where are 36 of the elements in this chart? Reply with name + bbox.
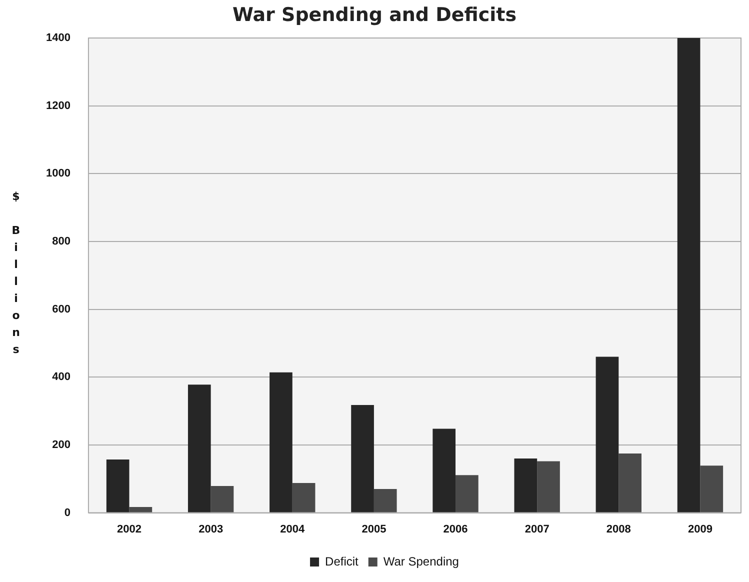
x-tick-label: 2003 (198, 523, 224, 536)
y-tick-label: 1200 (46, 100, 70, 112)
bar (618, 453, 642, 512)
y-tick-label: 800 (52, 236, 70, 248)
x-tick-label: 2006 (443, 523, 468, 536)
bar (188, 384, 211, 512)
x-tick-label: 2008 (606, 523, 631, 536)
chart-title: War Spending and Deficits (231, 4, 518, 26)
bar (374, 489, 397, 512)
y-tick-label: 1000 (46, 168, 70, 180)
y-tick-label: 200 (52, 439, 70, 452)
bar (456, 475, 478, 512)
bar (700, 466, 724, 512)
bar (292, 482, 316, 512)
x-tick-label: 2005 (362, 523, 386, 536)
y-tick-label: 1400 (46, 32, 70, 44)
legend-label: Deficit (325, 554, 360, 568)
bar (129, 507, 152, 512)
bar (677, 38, 700, 512)
bar (351, 404, 374, 512)
bar (432, 428, 456, 512)
y-tick-label: 400 (52, 371, 70, 384)
x-tick-label: 2002 (117, 523, 142, 536)
legend-label: War Spending (383, 554, 459, 568)
x-tick-label: 2009 (688, 523, 712, 536)
text: $ Billions (12, 190, 20, 356)
x-tick-label: 2004 (280, 523, 306, 536)
bar (270, 372, 292, 512)
bar (106, 460, 130, 512)
x-tick-label: 2007 (524, 523, 550, 536)
bar (596, 356, 619, 512)
y-tick-label: 600 (52, 303, 70, 316)
bar (514, 458, 538, 512)
bar (210, 486, 234, 512)
bar (537, 461, 560, 512)
y-tick-label: 0 (64, 506, 70, 519)
